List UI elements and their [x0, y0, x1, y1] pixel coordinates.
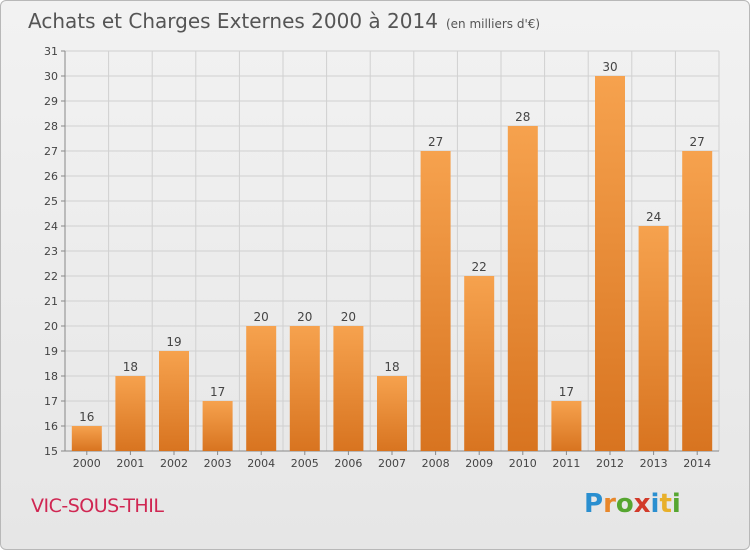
bar-value-label: 20: [341, 310, 356, 324]
bar-value-label: 24: [646, 210, 661, 224]
bar: [551, 401, 582, 451]
bar: [420, 151, 451, 451]
bar-value-label: 19: [166, 335, 181, 349]
x-tick-label: 2013: [640, 457, 668, 470]
bar: [159, 351, 189, 451]
y-tick-label: 20: [44, 320, 58, 333]
y-tick-label: 21: [44, 295, 58, 308]
bar: [682, 151, 713, 451]
bar: [71, 426, 102, 451]
x-tick-label: 2012: [596, 457, 624, 470]
bar-value-label: 17: [559, 385, 574, 399]
bar: [202, 401, 233, 451]
x-tick-label: 2004: [247, 457, 275, 470]
x-tick-label: 2002: [160, 457, 188, 470]
bar: [595, 76, 625, 451]
bar-value-label: 18: [384, 360, 399, 374]
bar-value-label: 20: [297, 310, 312, 324]
bar-value-label: 27: [690, 135, 705, 149]
bar: [246, 326, 277, 451]
x-tick-label: 2008: [422, 457, 450, 470]
y-tick-label: 24: [44, 220, 58, 233]
x-tick-label: 2007: [378, 457, 406, 470]
bar: [333, 326, 364, 451]
title-unit: (en milliers d'€): [445, 17, 541, 31]
bar-value-label: 27: [428, 135, 443, 149]
bar-value-label: 28: [515, 110, 530, 124]
bar-value-label: 22: [472, 260, 487, 274]
bar: [507, 126, 538, 451]
y-tick-label: 31: [44, 45, 58, 58]
location-name: VIC-SOUS-THIL: [31, 495, 164, 517]
proxiti-logo: Proxiti: [584, 489, 681, 519]
x-tick-label: 2005: [291, 457, 319, 470]
bar: [377, 376, 407, 451]
y-tick-label: 22: [44, 270, 58, 283]
bar-value-label: 30: [602, 60, 617, 74]
title-text: Achats et Charges Externes 2000 à 2014: [28, 9, 438, 33]
bar-value-label: 18: [123, 360, 138, 374]
bars: [71, 76, 713, 451]
bar-value-label: 20: [254, 310, 269, 324]
x-tick-label: 2011: [552, 457, 580, 470]
y-tick-label: 18: [44, 370, 58, 383]
y-tick-label: 28: [44, 120, 58, 133]
x-tick-label: 2006: [334, 457, 362, 470]
y-tick-label: 17: [44, 395, 58, 408]
x-tick-label: 2001: [116, 457, 144, 470]
y-tick-label: 27: [44, 145, 58, 158]
y-tick-label: 26: [44, 170, 58, 183]
bar: [115, 376, 146, 451]
bar: [638, 226, 669, 451]
bar: [289, 326, 320, 451]
y-tick-label: 30: [44, 70, 58, 83]
x-tick-label: 2000: [73, 457, 101, 470]
labels: 15 16 17 18 19 20 21 22 23 24 25 26 27 28 29 30 31 16 2000…: [44, 45, 711, 470]
y-tick-label: 29: [44, 95, 58, 108]
bar-value-label: 17: [210, 385, 225, 399]
y-tick-label: 25: [44, 195, 58, 208]
chart-title: Achats et Charges Externes 2000 à 2014 (e…: [28, 9, 540, 33]
y-tick-label: 16: [44, 420, 58, 433]
x-tick-label: 2010: [509, 457, 537, 470]
bar-value-label: 16: [79, 410, 94, 424]
x-tick-label: 2014: [683, 457, 711, 470]
y-tick-label: 23: [44, 245, 58, 258]
y-tick-label: 15: [44, 445, 58, 458]
bar: [464, 276, 495, 451]
y-tick-label: 19: [44, 345, 58, 358]
x-tick-label: 2009: [465, 457, 493, 470]
x-tick-label: 2003: [204, 457, 232, 470]
